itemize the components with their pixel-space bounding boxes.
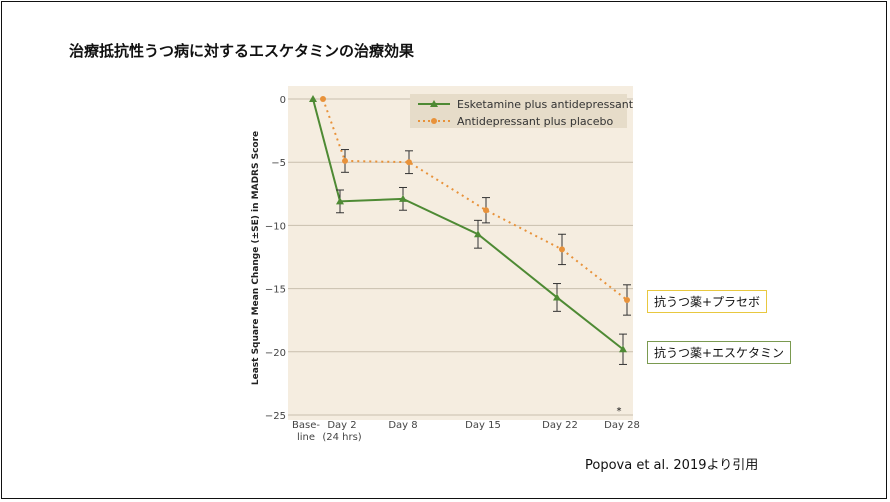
data-point [336, 197, 344, 205]
data-point [553, 293, 561, 301]
x-tick-label: Day 15 [465, 420, 501, 431]
legend-label: Esketamine plus antidepressant [457, 98, 634, 111]
legend-label: Antidepressant plus placebo [457, 115, 613, 128]
data-point [483, 207, 489, 214]
data-point [559, 246, 565, 253]
slide-title: 治療抵抗性うつ病に対するエスケタミンの治療効果 [69, 42, 415, 60]
data-point [399, 194, 407, 202]
data-point [474, 230, 482, 238]
data-point [320, 96, 326, 102]
placebo-callout: 抗うつ薬+プラセボ [647, 290, 768, 313]
x-tick-label: Day 28 [604, 420, 640, 431]
y-tick-label: 0 [280, 95, 286, 106]
data-point [619, 345, 627, 353]
x-tick-label: Day 2 [327, 420, 356, 431]
x-tick-label: Day 8 [388, 420, 417, 431]
x-tick-label: (24 hrs) [322, 432, 361, 443]
y-tick-label: −5 [271, 158, 286, 169]
data-point [309, 95, 317, 102]
y-tick-label: −20 [265, 348, 286, 359]
x-tick-label: Base- [292, 420, 320, 431]
y-axis-label: Least Square Mean Change (±SE) in MADRS … [251, 131, 261, 385]
legend-marker [430, 100, 438, 107]
data-point [406, 159, 412, 166]
series-line [312, 98, 624, 351]
data-point [624, 296, 630, 303]
x-tick-label: Day 22 [542, 420, 578, 431]
data-point [342, 157, 348, 164]
y-tick-label: −15 [265, 285, 286, 296]
plot-background [288, 86, 633, 420]
y-tick-label: −10 [265, 221, 286, 232]
legend-marker [431, 118, 437, 124]
series-line [322, 98, 628, 301]
y-tick-label: −25 [265, 411, 286, 422]
esketamine-callout: 抗うつ薬+エスケタミン [647, 341, 792, 364]
significance-marker: * [617, 406, 622, 417]
x-tick-label: line [297, 432, 315, 443]
legend-box [410, 94, 627, 128]
citation: Popova et al. 2019より引用 [585, 458, 759, 473]
